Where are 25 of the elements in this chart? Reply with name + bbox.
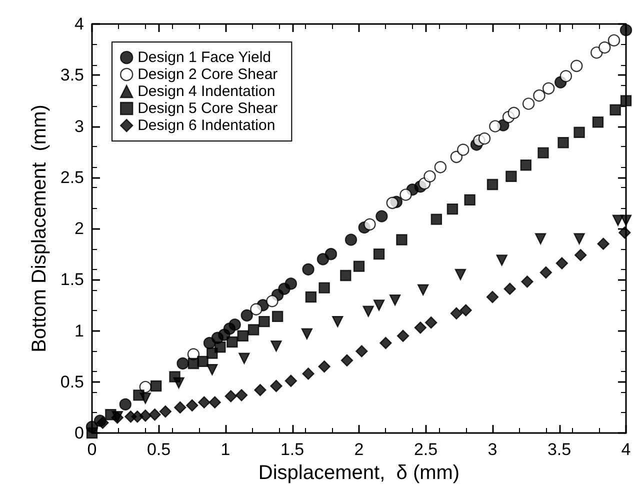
y-tick-label: 3.5 <box>60 66 84 85</box>
x-tick-label: 1.5 <box>280 440 304 459</box>
y-tick-label: 1 <box>74 321 84 340</box>
legend-label: Design 5 Core Shear <box>138 100 278 117</box>
x-tick-label: 0.5 <box>146 440 171 459</box>
legend-label: Design 6 Indentation <box>138 117 276 134</box>
legend-label: Design 1 Face Yield <box>138 49 272 66</box>
y-tick-label: 3 <box>74 116 84 136</box>
x-tick-label: 1 <box>220 440 230 459</box>
y-tick-label: 2.5 <box>60 168 84 187</box>
y-tick-label: 1.5 <box>60 270 84 290</box>
x-tick-label: 4 <box>621 440 631 459</box>
y-tick-label: 2 <box>74 219 84 238</box>
x-tick-label: 2 <box>354 440 364 459</box>
x-tick-label: 0 <box>87 440 97 459</box>
y-tick-label: 4 <box>74 14 84 34</box>
x-axis-title: Displacement, δ (mm) <box>258 462 460 484</box>
y-tick-label: 0 <box>74 424 84 442</box>
x-tick-label: 2.5 <box>414 440 438 459</box>
y-tick-label: 0.5 <box>60 372 84 392</box>
x-tick-label: 3.5 <box>547 440 572 459</box>
legend-label: Design 4 Indentation <box>138 83 276 100</box>
legend-label: Design 2 Core Shear <box>138 66 278 83</box>
y-axis-title: Bottom Displacement (mm) <box>28 104 50 352</box>
x-tick-label: 3 <box>488 440 498 459</box>
